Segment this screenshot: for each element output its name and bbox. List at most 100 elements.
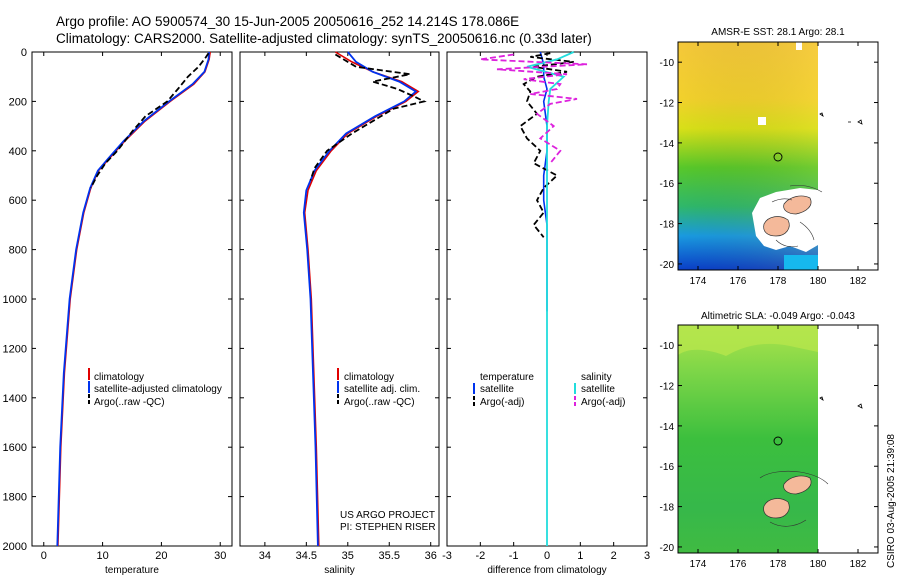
- series-line-argo: [90, 52, 210, 189]
- title-line-2: Climatology: CARS2000. Satellite-adjuste…: [56, 31, 592, 46]
- plot-frame: [31, 51, 233, 547]
- project-annotation: US ARGO PROJECT: [340, 510, 435, 521]
- difference-legend: temperature satellite Argo(-adj) salinit…: [473, 372, 625, 408]
- x-axis-label: temperature: [105, 565, 159, 576]
- map-x-tick-label: 178: [770, 276, 787, 287]
- map-y-tick-label: -12: [660, 382, 675, 393]
- small-islands: [819, 396, 863, 409]
- title-line-1: Argo profile: AO 5900574_30 15-Jun-2005 …: [56, 14, 519, 29]
- map-y-tick-label: -14: [660, 422, 675, 433]
- x-tick-label: 34: [259, 550, 271, 562]
- map-y-tick-label: -12: [660, 99, 675, 110]
- sst-no-data-patch: [758, 117, 766, 125]
- legend-label-temp-satellite: satellite: [480, 384, 514, 395]
- map-y-tick-label: -20: [660, 260, 675, 271]
- series-line-salinity-satellite: [526, 51, 575, 546]
- salinity-panel: 34 34.5 35 35.5 36 salinity: [239, 51, 440, 576]
- sst-map-axes: -10 -12 -14 -16 -18 -20 174 176 178 180 182: [660, 42, 878, 287]
- sla-map-title: Altimetric SLA: -0.049 Argo: -0.043: [701, 311, 855, 322]
- x-axis-label: difference from climatology: [487, 565, 606, 576]
- x-tick-label: 36: [425, 550, 437, 562]
- legend-label-argo: Argo(..raw -QC): [344, 397, 415, 408]
- series-line-temperature-argo-adj-: [519, 52, 574, 238]
- temperature-legend: climatology satellite-adjusted climatolo…: [88, 368, 222, 408]
- x-tick-label: 0: [41, 550, 47, 562]
- island-viti-levu: [763, 216, 790, 237]
- sla-field: [678, 325, 818, 553]
- series-line-satellite-adj-clim-: [302, 51, 418, 547]
- x-tick-label: -3: [442, 550, 452, 562]
- temperature-panel: 0 200 400 600 800 1000 1200 1400 1600 1800 2000 0 10…: [3, 47, 233, 576]
- island-viti-levu: [763, 498, 790, 519]
- map-y-tick-label: -20: [660, 543, 675, 554]
- sla-high-patch: [678, 325, 818, 356]
- series-line-satellite-adjusted-climatology: [56, 51, 210, 547]
- map-x-tick-label: 178: [770, 559, 787, 570]
- reef-outlines: [771, 184, 823, 248]
- y-tick-label: 1600: [3, 442, 27, 454]
- x-tick-label: -1: [509, 550, 519, 562]
- map-x-tick-label: 180: [810, 276, 827, 287]
- x-tick-label: 1: [577, 550, 583, 562]
- x-tick-label: 35.5: [379, 550, 400, 562]
- legend-title-temperature: temperature: [480, 372, 534, 383]
- y-tick-label: 400: [9, 146, 27, 158]
- legend-title-salinity: salinity: [581, 372, 612, 383]
- pi-annotation: PI: STEPHEN RISER: [340, 522, 436, 533]
- sst-no-data-east: [818, 42, 878, 270]
- legend-label-sal-argo: Argo(-adj): [581, 397, 625, 408]
- sla-map-axes: -10 -12 -14 -16 -18 -20 174 176 178 180 182: [660, 325, 878, 570]
- x-tick-label: 30: [214, 550, 226, 562]
- series-line-salinity-argo-adj-: [480, 53, 588, 164]
- y-tick-label: 1000: [3, 294, 27, 306]
- small-islands: [819, 112, 863, 125]
- y-tick-label: 2000: [3, 541, 27, 553]
- map-x-tick-label: 176: [730, 559, 747, 570]
- legend-label-climatology: climatology: [94, 372, 144, 383]
- legend-label-satellite: satellite adj. clim.: [344, 384, 420, 395]
- map-x-tick-label: 174: [690, 276, 707, 287]
- map-y-tick-label: -18: [660, 503, 675, 514]
- x-tick-label: 35: [342, 550, 354, 562]
- x-tick-label: 20: [155, 550, 167, 562]
- legend-label-temp-argo: Argo(-adj): [480, 397, 524, 408]
- y-tick-label: 200: [9, 96, 27, 108]
- sst-cool-patch: [784, 255, 818, 270]
- y-tick-label: 600: [9, 195, 27, 207]
- reef-outlines: [759, 470, 829, 527]
- sst-map-title: AMSR-E SST: 28.1 Argo: 28.1: [711, 27, 845, 38]
- map-y-tick-label: -16: [660, 179, 675, 190]
- y-tick-label: 800: [9, 245, 27, 257]
- side-credit-label: CSIRO 03-Aug-2005 21:39:08: [886, 434, 897, 568]
- series-line-argo: [309, 53, 427, 181]
- legend-label-sal-satellite: satellite: [581, 384, 615, 395]
- difference-panel: -3 -2 -1 0 1 2 3 difference from climatology: [442, 51, 650, 576]
- map-y-tick-label: -14: [660, 139, 675, 150]
- map-x-tick-label: 176: [730, 276, 747, 287]
- legend-label-climatology: climatology: [344, 372, 394, 383]
- x-tick-label: 34.5: [296, 550, 317, 562]
- map-y-tick-label: -18: [660, 220, 675, 231]
- x-tick-label: 2: [611, 550, 617, 562]
- sla-map: Altimetric SLA: -0.049 Argo: -0.043 -10 -…: [660, 311, 879, 570]
- map-x-tick-label: 182: [850, 276, 867, 287]
- sst-map: AMSR-E SST: 28.1 Argo: 28.1 -10 -12 -14 -16…: [660, 27, 879, 287]
- map-y-tick-label: -10: [660, 58, 675, 69]
- sla-no-data-east: [818, 325, 878, 553]
- x-tick-label: 10: [96, 550, 108, 562]
- map-y-tick-label: -16: [660, 462, 675, 473]
- island-vanua-levu: [783, 475, 812, 495]
- map-y-tick-label: -10: [660, 341, 675, 352]
- y-tick-label: 1800: [3, 492, 27, 504]
- x-axis-label: salinity: [324, 565, 355, 576]
- salinity-legend: climatology satellite adj. clim. Argo(..…: [337, 368, 436, 533]
- y-tick-label: 1200: [3, 343, 27, 355]
- y-tick-label: 1400: [3, 393, 27, 405]
- sst-no-data-patch: [796, 42, 802, 50]
- x-tick-label: 3: [644, 550, 650, 562]
- y-tick-label: 0: [21, 47, 27, 59]
- map-x-tick-label: 180: [810, 559, 827, 570]
- argo-float-location: [773, 436, 783, 446]
- argo-float-location: [773, 152, 783, 162]
